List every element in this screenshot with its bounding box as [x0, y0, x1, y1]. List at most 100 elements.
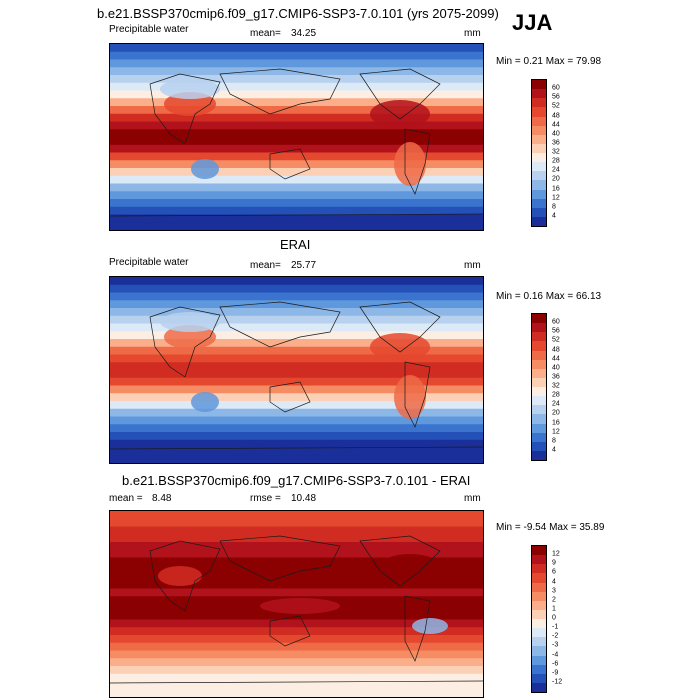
- panel-3-rmse-label: rmse =: [250, 493, 281, 504]
- colorbar-label: 36: [552, 373, 560, 381]
- colorbar-swatch: [532, 359, 546, 369]
- colorbar-label: 60: [552, 84, 560, 92]
- colorbar-swatch: [532, 423, 546, 433]
- colorbar-swatch: [532, 323, 546, 333]
- colorbar-label: -4: [552, 651, 559, 658]
- panel-3-rmse-value: 10.48: [291, 493, 317, 504]
- colorbar-label: 20: [552, 175, 560, 183]
- colorbar-label: -12: [552, 678, 563, 686]
- panel-2-minmax: Min = 0.16 Max = 66.13: [496, 291, 602, 302]
- colorbar-label: 44: [552, 121, 560, 129]
- colorbar-label: 56: [552, 93, 560, 101]
- colorbar-label: -3: [552, 641, 559, 649]
- colorbar-swatch: [532, 591, 546, 601]
- colorbar-swatch: [532, 162, 546, 172]
- figure-title: b.e21.BSSP370cmip6.f09_g17.CMIP6-SSP3-7.…: [97, 6, 499, 21]
- panel-2-units: mm: [464, 260, 481, 271]
- colorbar-swatch: [532, 377, 546, 387]
- colorbar-label: 9: [552, 559, 556, 567]
- colorbar-swatch: [532, 153, 546, 163]
- colorbar-swatch: [532, 555, 546, 565]
- panel-1-mean-value: 34.25: [291, 28, 317, 39]
- panel-2-colorbar: [531, 313, 547, 461]
- colorbar-swatch: [532, 332, 546, 342]
- panel-2-mean-value: 25.77: [291, 260, 317, 271]
- colorbar-label: 8: [552, 203, 556, 211]
- colorbar-swatch: [532, 216, 546, 226]
- colorbar-label: 60: [552, 318, 560, 326]
- colorbar-swatch: [532, 341, 546, 351]
- panel-1-map: [109, 43, 484, 231]
- colorbar-swatch: [532, 171, 546, 181]
- colorbar-label: 24: [552, 400, 560, 408]
- colorbar-swatch: [532, 89, 546, 99]
- panel-1-mean-label: mean=: [250, 28, 281, 39]
- colorbar-swatch: [532, 619, 546, 629]
- colorbar-swatch: [532, 664, 546, 674]
- colorbar-swatch: [532, 609, 546, 619]
- colorbar-label: 44: [552, 355, 560, 363]
- colorbar-label: 24: [552, 166, 560, 174]
- colorbar-label: 12: [552, 428, 560, 436]
- colorbar-label: 1: [552, 605, 556, 613]
- colorbar-label: -2: [552, 632, 559, 640]
- panel-3-units: mm: [464, 493, 481, 504]
- colorbar-label: 16: [552, 185, 560, 192]
- colorbar-swatch: [532, 207, 546, 217]
- colorbar-label: 40: [552, 130, 560, 138]
- colorbar-label: 12: [552, 194, 560, 202]
- colorbar-swatch: [532, 546, 546, 556]
- colorbar-swatch: [532, 314, 546, 324]
- colorbar-swatch: [532, 107, 546, 117]
- colorbar-label: 28: [552, 157, 560, 165]
- panel-1-minmax: Min = 0.21 Max = 79.98: [496, 56, 602, 67]
- colorbar-label: 0: [552, 614, 556, 622]
- colorbar-swatch: [532, 441, 546, 451]
- colorbar-swatch: [532, 198, 546, 208]
- colorbar-label: 36: [552, 139, 560, 147]
- colorbar-label: -9: [552, 669, 559, 677]
- panel-2-mean-label: mean=: [250, 260, 281, 271]
- colorbar-swatch: [532, 573, 546, 583]
- colorbar-swatch: [532, 414, 546, 424]
- season-label: JJA: [512, 10, 553, 35]
- panel-3-minmax: Min = -9.54 Max = 35.89: [496, 522, 605, 533]
- colorbar-swatch: [532, 396, 546, 406]
- colorbar-label: -6: [552, 660, 559, 668]
- colorbar-swatch: [532, 450, 546, 460]
- colorbar-swatch: [532, 98, 546, 108]
- panel-3-map: [109, 510, 484, 698]
- colorbar-label: -1: [552, 623, 559, 631]
- colorbar-swatch: [532, 180, 546, 190]
- colorbar-label: 48: [552, 112, 560, 119]
- colorbar-swatch: [532, 387, 546, 397]
- colorbar-swatch: [532, 637, 546, 647]
- colorbar-swatch: [532, 432, 546, 442]
- colorbar-label: 4: [552, 212, 556, 220]
- colorbar-swatch: [532, 116, 546, 126]
- colorbar-swatch: [532, 189, 546, 199]
- colorbar-swatch: [532, 368, 546, 378]
- colorbar-swatch: [532, 405, 546, 415]
- colorbar-swatch: [532, 646, 546, 656]
- colorbar-label: 3: [552, 587, 556, 595]
- colorbar-label: 12: [552, 550, 560, 558]
- colorbar-swatch: [532, 582, 546, 592]
- panel-3-title: b.e21.BSSP370cmip6.f09_g17.CMIP6-SSP3-7.…: [122, 473, 471, 488]
- colorbar-swatch: [532, 125, 546, 135]
- colorbar-swatch: [532, 564, 546, 574]
- colorbar-label: 52: [552, 102, 560, 110]
- colorbar-label: 40: [552, 364, 560, 372]
- colorbar-swatch: [532, 350, 546, 360]
- panel-1-colorbar: [531, 79, 547, 227]
- panel-3-colorbar: [531, 545, 547, 693]
- panel-2-variable: Precipitable water: [109, 257, 189, 268]
- panel-2-map: [109, 276, 484, 464]
- colorbar-swatch: [532, 143, 546, 153]
- panel-3-mean-value: 8.48: [152, 493, 172, 504]
- colorbar-label: 4: [552, 446, 556, 454]
- colorbar-label: 28: [552, 391, 560, 399]
- colorbar-swatch: [532, 673, 546, 683]
- colorbar-swatch: [532, 134, 546, 144]
- colorbar-label: 6: [552, 568, 556, 576]
